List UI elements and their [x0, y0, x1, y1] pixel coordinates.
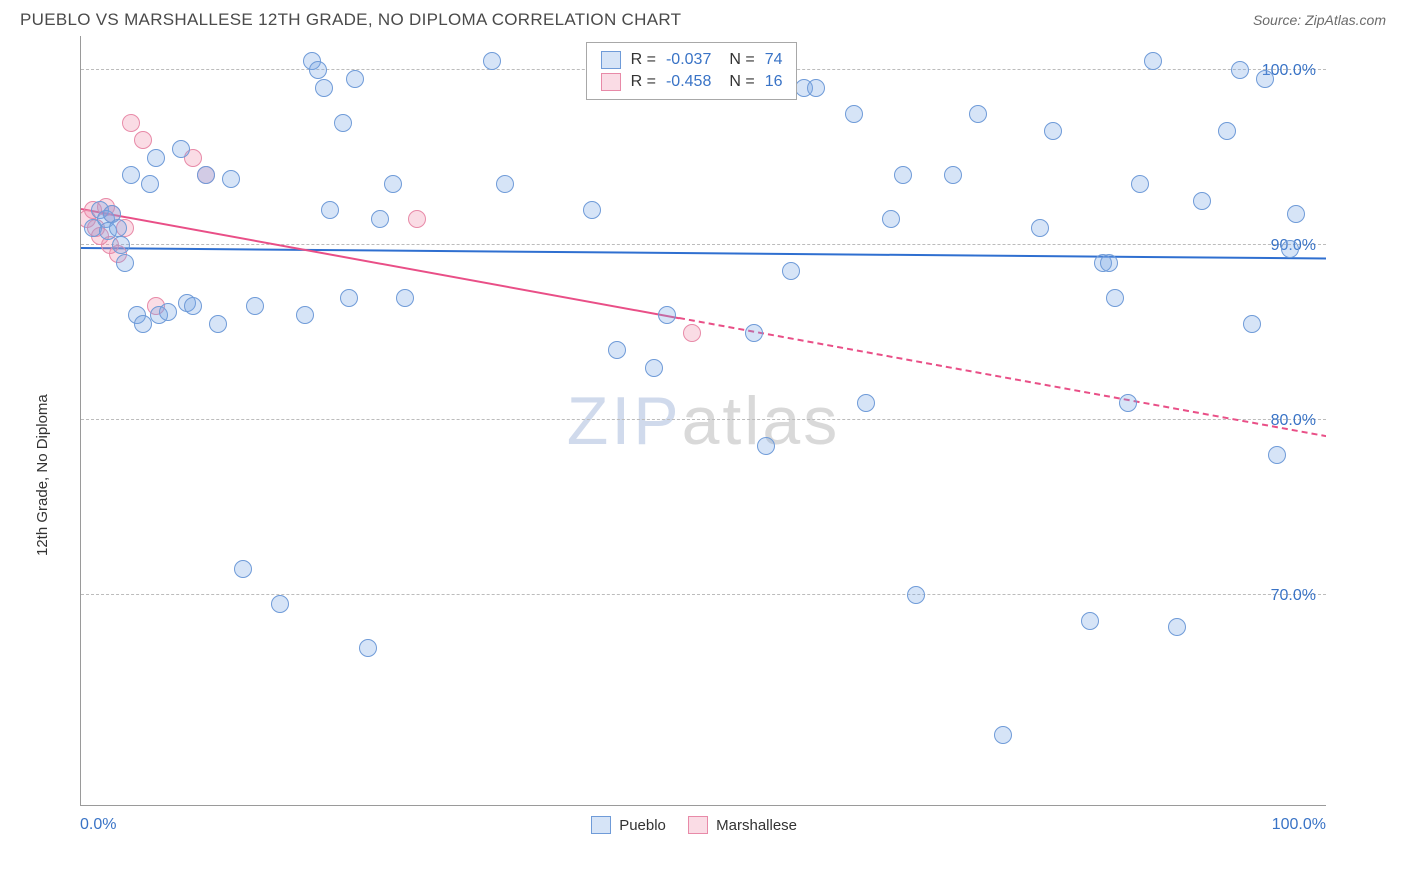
x-max-label: 100.0% [1272, 816, 1326, 839]
data-point-pueblo [109, 219, 127, 237]
data-point-marshallese [683, 324, 701, 342]
chart-source: Source: ZipAtlas.com [1253, 12, 1386, 28]
legend-swatch-pueblo [591, 816, 611, 834]
data-point-pueblo [396, 289, 414, 307]
data-point-pueblo [658, 306, 676, 324]
stats-box: R =-0.037N =74R =-0.458N =16 [586, 42, 798, 100]
data-point-pueblo [645, 359, 663, 377]
legend-marshallese: Marshallese [688, 816, 797, 834]
data-point-pueblo [184, 297, 202, 315]
data-point-pueblo [1144, 52, 1162, 70]
data-point-pueblo [857, 394, 875, 412]
data-point-pueblo [340, 289, 358, 307]
x-tick [1171, 805, 1172, 806]
data-point-pueblo [1193, 192, 1211, 210]
x-tick [237, 805, 238, 806]
data-point-pueblo [222, 170, 240, 188]
data-point-pueblo [1281, 240, 1299, 258]
data-point-pueblo [882, 210, 900, 228]
data-point-pueblo [359, 639, 377, 657]
watermark: ZIPatlas [567, 382, 840, 460]
plot-area: ZIPatlas 70.0%80.0%90.0%100.0%R =-0.037N… [80, 36, 1326, 806]
data-point-pueblo [907, 586, 925, 604]
x-tick [860, 805, 861, 806]
data-point-pueblo [1081, 612, 1099, 630]
data-point-pueblo [134, 315, 152, 333]
data-point-pueblo [209, 315, 227, 333]
data-point-pueblo [845, 105, 863, 123]
y-axis-label: 12th Grade, No Diploma [34, 394, 51, 556]
data-point-pueblo [197, 166, 215, 184]
data-point-pueblo [172, 140, 190, 158]
data-point-pueblo [969, 105, 987, 123]
data-point-pueblo [346, 70, 364, 88]
data-point-pueblo [271, 595, 289, 613]
data-point-pueblo [246, 297, 264, 315]
x-tick [548, 805, 549, 806]
data-point-pueblo [321, 201, 339, 219]
data-point-pueblo [141, 175, 159, 193]
data-point-pueblo [1031, 219, 1049, 237]
y-tick-label: 70.0% [1271, 587, 1316, 605]
legend-pueblo: Pueblo [591, 816, 666, 834]
x-tick [393, 805, 394, 806]
data-point-pueblo [315, 79, 333, 97]
data-point-marshallese [134, 131, 152, 149]
chart-container: 12th Grade, No Diploma ZIPatlas 70.0%80.… [20, 36, 1386, 839]
data-point-pueblo [894, 166, 912, 184]
data-point-pueblo [1231, 61, 1249, 79]
data-point-pueblo [1268, 446, 1286, 464]
data-point-pueblo [608, 341, 626, 359]
data-point-marshallese [122, 114, 140, 132]
data-point-pueblo [1044, 122, 1062, 140]
gridline [81, 594, 1326, 595]
x-tick [704, 805, 705, 806]
data-point-pueblo [1119, 394, 1137, 412]
data-point-pueblo [309, 61, 327, 79]
data-point-pueblo [371, 210, 389, 228]
regression-line [81, 247, 1326, 259]
gridline [81, 419, 1326, 420]
data-point-pueblo [994, 726, 1012, 744]
data-point-pueblo [296, 306, 314, 324]
data-point-pueblo [496, 175, 514, 193]
data-point-pueblo [782, 262, 800, 280]
x-axis-row: 0.0% Pueblo Marshallese 100.0% [80, 806, 1326, 839]
data-point-pueblo [122, 166, 140, 184]
data-point-pueblo [1287, 205, 1305, 223]
data-point-pueblo [1106, 289, 1124, 307]
data-point-pueblo [745, 324, 763, 342]
data-point-pueblo [159, 303, 177, 321]
data-point-pueblo [147, 149, 165, 167]
data-point-pueblo [1168, 618, 1186, 636]
data-point-pueblo [1100, 254, 1118, 272]
x-tick [1016, 805, 1017, 806]
data-point-pueblo [1131, 175, 1149, 193]
legend-swatch-marshallese [688, 816, 708, 834]
data-point-pueblo [757, 437, 775, 455]
data-point-pueblo [116, 254, 134, 272]
x-tick [81, 805, 82, 806]
data-point-pueblo [1243, 315, 1261, 333]
data-point-pueblo [234, 560, 252, 578]
data-point-pueblo [483, 52, 501, 70]
chart-title: PUEBLO VS MARSHALLESE 12TH GRADE, NO DIP… [20, 10, 681, 30]
data-point-pueblo [583, 201, 601, 219]
stats-row-marshallese: R =-0.458N =16 [601, 71, 783, 93]
data-point-pueblo [1256, 70, 1274, 88]
stats-swatch [601, 73, 621, 91]
data-point-pueblo [807, 79, 825, 97]
data-point-pueblo [944, 166, 962, 184]
data-point-pueblo [1218, 122, 1236, 140]
data-point-pueblo [334, 114, 352, 132]
data-point-pueblo [112, 236, 130, 254]
stats-swatch [601, 51, 621, 69]
data-point-marshallese [408, 210, 426, 228]
x-min-label: 0.0% [80, 816, 116, 839]
stats-row-pueblo: R =-0.037N =74 [601, 49, 783, 71]
data-point-pueblo [384, 175, 402, 193]
chart-header: PUEBLO VS MARSHALLESE 12TH GRADE, NO DIP… [0, 0, 1406, 36]
